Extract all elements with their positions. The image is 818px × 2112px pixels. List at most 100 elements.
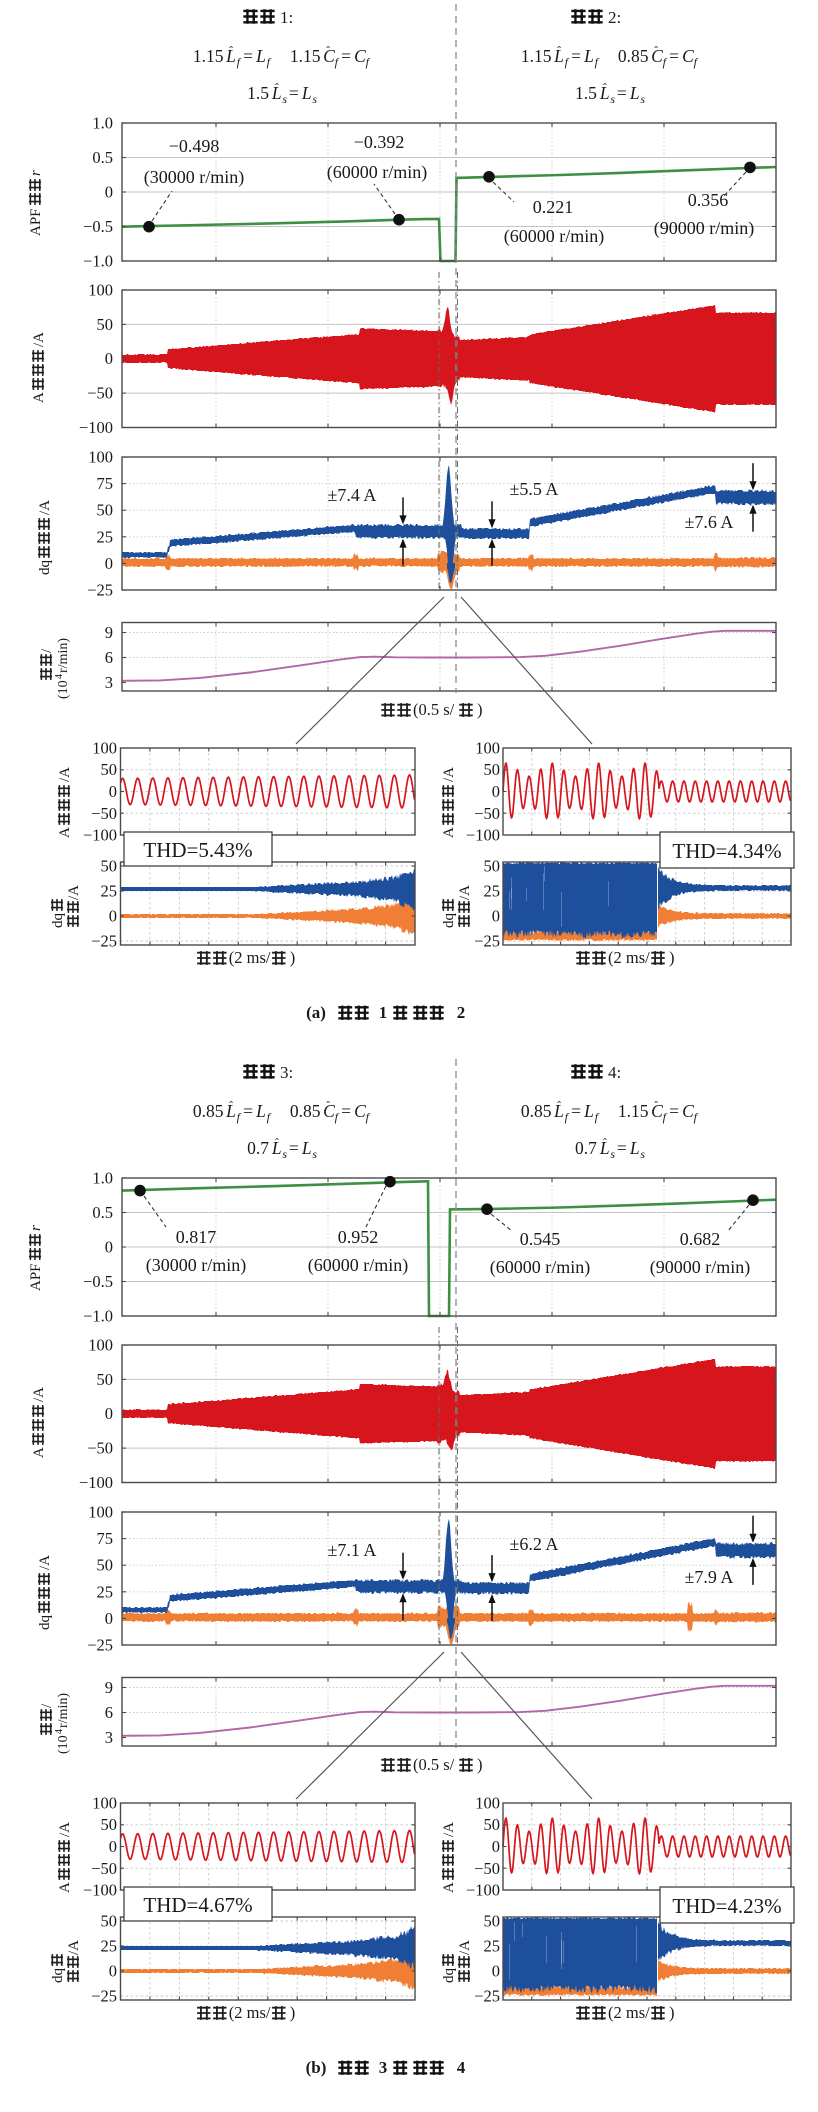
svg-text:75: 75 bbox=[97, 474, 114, 493]
svg-text:−50: −50 bbox=[87, 1439, 113, 1458]
svg-text:−100: −100 bbox=[79, 418, 113, 437]
svg-text:ˆ: ˆ bbox=[275, 1136, 279, 1150]
svg-text:0: 0 bbox=[105, 349, 113, 368]
svg-text:0.85: 0.85 bbox=[193, 1101, 224, 1121]
svg-text:/A: /A bbox=[57, 1822, 73, 1837]
svg-text:4: 4 bbox=[54, 1729, 65, 1734]
svg-text:−1.0: −1.0 bbox=[83, 252, 113, 271]
svg-text:−0.5: −0.5 bbox=[83, 217, 113, 236]
svg-text:L: L bbox=[225, 46, 236, 66]
svg-text:): ) bbox=[669, 948, 675, 967]
svg-text:ˆ: ˆ bbox=[557, 44, 561, 58]
svg-text:=: = bbox=[341, 1101, 351, 1121]
svg-text:ˆ: ˆ bbox=[229, 44, 233, 58]
svg-text:50: 50 bbox=[97, 501, 114, 520]
svg-text:2: 2 bbox=[457, 1003, 466, 1022]
svg-text:/A: /A bbox=[457, 1940, 473, 1955]
svg-text:0.85: 0.85 bbox=[290, 1101, 321, 1121]
svg-text:=: = bbox=[289, 1138, 299, 1158]
svg-text:3: 3 bbox=[105, 1728, 113, 1747]
svg-text:4: 4 bbox=[54, 674, 65, 679]
svg-text:f: f bbox=[565, 1110, 570, 1124]
svg-text:−25: −25 bbox=[87, 581, 113, 600]
svg-text:0.85: 0.85 bbox=[521, 1101, 552, 1121]
svg-text:−25: −25 bbox=[91, 1987, 117, 2006]
svg-text:100: 100 bbox=[92, 1794, 117, 1813]
svg-text:THD=5.43%: THD=5.43% bbox=[143, 838, 252, 862]
svg-text:1.15: 1.15 bbox=[521, 46, 552, 66]
svg-text:L: L bbox=[629, 1138, 640, 1158]
svg-text:−1.0: −1.0 bbox=[83, 1307, 113, 1326]
svg-text:L: L bbox=[599, 83, 610, 103]
svg-text:100: 100 bbox=[88, 1336, 113, 1355]
svg-text:−0.392: −0.392 bbox=[354, 132, 405, 152]
svg-text:0: 0 bbox=[109, 1837, 117, 1856]
svg-text:): ) bbox=[290, 2003, 296, 2022]
svg-text:C: C bbox=[682, 46, 694, 66]
svg-text:50: 50 bbox=[101, 1912, 118, 1931]
svg-text:r: r bbox=[28, 1225, 44, 1231]
svg-text:0: 0 bbox=[105, 554, 113, 573]
svg-text:dq: dq bbox=[50, 1968, 66, 1984]
svg-text:±6.2 A: ±6.2 A bbox=[510, 1534, 559, 1554]
svg-text:25: 25 bbox=[97, 527, 114, 546]
svg-text:f: f bbox=[335, 1110, 340, 1124]
svg-text:C: C bbox=[323, 1101, 335, 1121]
svg-text:0: 0 bbox=[109, 907, 117, 926]
svg-text:0: 0 bbox=[492, 1962, 500, 1981]
svg-text:0.5: 0.5 bbox=[92, 148, 113, 167]
svg-text:s: s bbox=[640, 1147, 645, 1161]
svg-text:dq: dq bbox=[50, 913, 66, 929]
svg-text:A: A bbox=[441, 1882, 457, 1893]
svg-text:r: r bbox=[28, 170, 44, 176]
svg-text:/A: /A bbox=[37, 500, 53, 515]
svg-text:L: L bbox=[271, 83, 282, 103]
svg-text:100: 100 bbox=[92, 739, 117, 758]
svg-text:A: A bbox=[441, 827, 457, 838]
svg-text:25: 25 bbox=[101, 1937, 118, 1956]
svg-text:f: f bbox=[565, 55, 570, 69]
svg-text:0.221: 0.221 bbox=[533, 197, 574, 217]
svg-text:−50: −50 bbox=[474, 1859, 500, 1878]
svg-text:f: f bbox=[335, 55, 340, 69]
svg-text:1.15: 1.15 bbox=[193, 46, 224, 66]
svg-text:L: L bbox=[553, 46, 564, 66]
svg-text:=: = bbox=[289, 83, 299, 103]
svg-text:): ) bbox=[669, 2003, 675, 2022]
svg-text:1.15: 1.15 bbox=[290, 46, 321, 66]
svg-text:C: C bbox=[354, 46, 366, 66]
svg-text:(90000 r/min): (90000 r/min) bbox=[650, 1257, 751, 1278]
svg-text:±7.9 A: ±7.9 A bbox=[685, 1567, 734, 1587]
svg-text:THD=4.23%: THD=4.23% bbox=[672, 1894, 781, 1918]
svg-text:25: 25 bbox=[484, 882, 501, 901]
svg-text:s: s bbox=[610, 1147, 615, 1161]
svg-text:APF: APF bbox=[28, 208, 44, 236]
svg-text:100: 100 bbox=[88, 448, 113, 467]
svg-text:50: 50 bbox=[484, 1912, 501, 1931]
svg-text:75: 75 bbox=[97, 1529, 114, 1548]
svg-text:f: f bbox=[237, 55, 242, 69]
svg-text:s: s bbox=[282, 1147, 287, 1161]
svg-text:−0.5: −0.5 bbox=[83, 1272, 113, 1291]
svg-text:f: f bbox=[366, 1110, 371, 1124]
svg-text:L: L bbox=[553, 1101, 564, 1121]
svg-text:dq: dq bbox=[37, 1615, 53, 1631]
svg-text:THD=4.34%: THD=4.34% bbox=[672, 839, 781, 863]
svg-text:ˆ: ˆ bbox=[654, 1099, 658, 1113]
svg-text:f: f bbox=[663, 1110, 668, 1124]
svg-text:(60000 r/min): (60000 r/min) bbox=[504, 226, 605, 247]
svg-text:f: f bbox=[663, 55, 668, 69]
svg-text:/: / bbox=[39, 648, 55, 653]
svg-text:/A: /A bbox=[37, 1555, 53, 1570]
svg-text:1.5: 1.5 bbox=[247, 83, 269, 103]
svg-text:ˆ: ˆ bbox=[326, 1099, 330, 1113]
svg-text:(0.5 s/: (0.5 s/ bbox=[413, 700, 455, 719]
svg-text:0.356: 0.356 bbox=[688, 190, 729, 210]
svg-text:25: 25 bbox=[97, 1582, 114, 1601]
svg-text:L: L bbox=[583, 46, 594, 66]
svg-text:C: C bbox=[651, 1101, 663, 1121]
svg-text:±7.6 A: ±7.6 A bbox=[685, 512, 734, 532]
svg-text:L: L bbox=[255, 46, 266, 66]
svg-text:f: f bbox=[366, 55, 371, 69]
svg-text:L: L bbox=[255, 1101, 266, 1121]
